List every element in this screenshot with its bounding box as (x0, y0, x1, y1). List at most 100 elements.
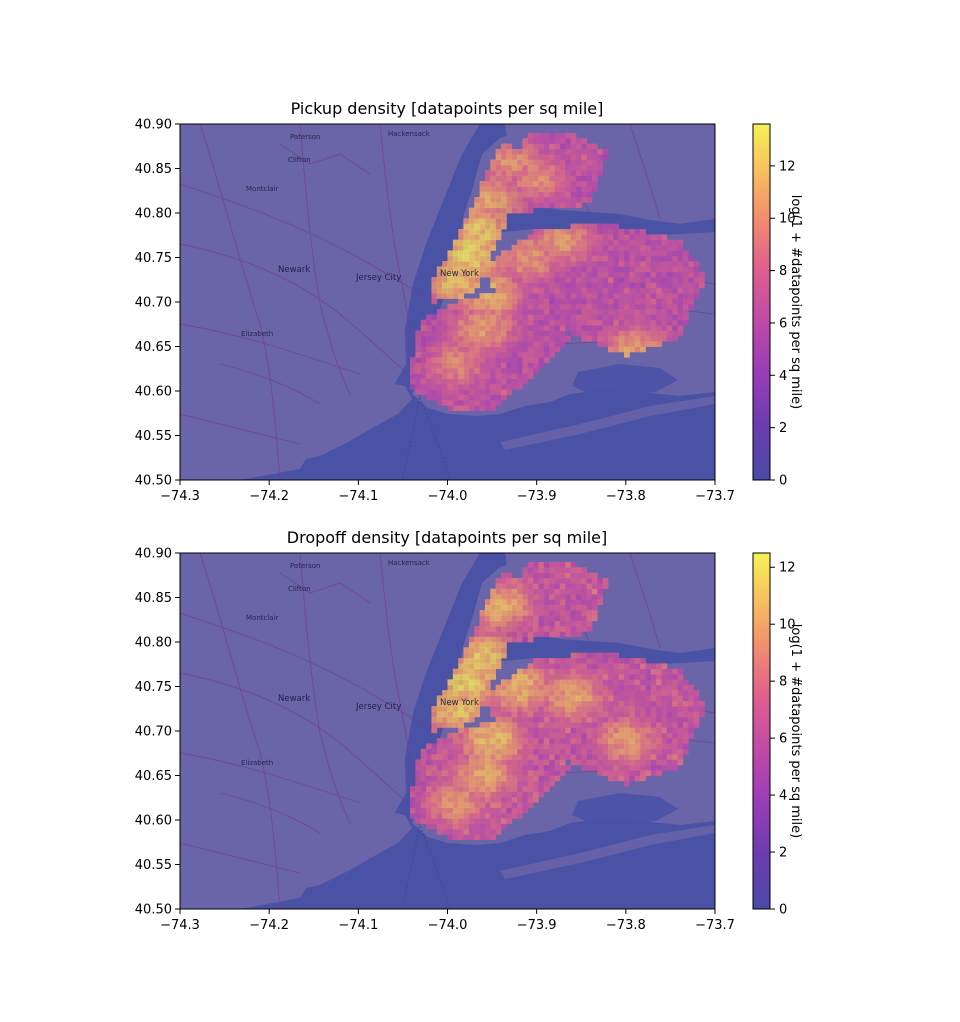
density-cell (538, 780, 545, 787)
density-cell (538, 679, 545, 686)
density-cell (511, 684, 518, 691)
density-cell (538, 282, 545, 289)
density-cell (565, 261, 571, 267)
density-cell (618, 261, 625, 267)
density-cell (511, 325, 518, 331)
density-cell (522, 346, 529, 353)
density-cell (517, 245, 523, 251)
density-cell (452, 405, 459, 411)
density-cell (543, 764, 550, 771)
density-cell (458, 319, 464, 326)
density-cell (613, 250, 620, 257)
density-cell (613, 668, 620, 675)
density-cell (522, 567, 529, 573)
density-cell (688, 266, 694, 273)
density-cell (549, 631, 555, 638)
density-cell (597, 325, 604, 331)
density-cell (565, 164, 571, 171)
density-cell (656, 335, 662, 342)
density-cell (645, 695, 652, 702)
density-cell (570, 743, 577, 750)
density-cell (597, 335, 604, 342)
density-cell (522, 599, 529, 606)
density-cell (554, 588, 561, 595)
density-cell (575, 572, 582, 579)
density-cell (533, 287, 539, 294)
density-cell (586, 577, 593, 584)
density-cell (656, 245, 662, 251)
density-cell (474, 812, 480, 819)
density-cell (682, 716, 689, 723)
density-cell (570, 196, 577, 203)
density-cell (554, 282, 561, 289)
density-cell (656, 319, 662, 326)
density-cell (506, 341, 513, 347)
density-cell (511, 812, 518, 819)
density-cell (490, 367, 497, 374)
density-cell (468, 298, 475, 305)
density-cell (468, 748, 475, 755)
density-cell (624, 234, 630, 241)
density-cell (479, 303, 486, 310)
density-cell (559, 711, 566, 718)
density-cell (618, 287, 625, 294)
density-cell (602, 271, 609, 278)
density-cell (559, 261, 566, 267)
density-cell (501, 818, 507, 824)
density-cell (565, 722, 571, 728)
density-cell (495, 599, 502, 606)
density-cell (549, 132, 555, 139)
density-cell (629, 700, 636, 707)
density-cell (527, 186, 534, 193)
density-cell (431, 764, 438, 771)
density-cell (506, 207, 513, 214)
density-cell (586, 164, 593, 171)
density-cell (495, 652, 502, 659)
density-cell (565, 229, 571, 235)
density-cell (522, 732, 529, 739)
density-cell (501, 791, 507, 798)
density-cell (650, 727, 657, 734)
density-cell (511, 303, 518, 310)
density-cell (640, 261, 646, 267)
density-cell (474, 636, 480, 643)
density-cell (522, 588, 529, 595)
density-cell (522, 695, 529, 702)
density-cell (484, 599, 491, 606)
density-cell (575, 732, 582, 739)
density-cell (597, 154, 604, 160)
density-cell (527, 674, 534, 680)
x-tick-label: −73.9 (517, 489, 557, 504)
density-cell (661, 330, 668, 337)
density-cell (688, 303, 694, 310)
density-cell (602, 722, 609, 728)
density-cell (447, 834, 454, 840)
density-cell (666, 679, 673, 686)
density-cell (682, 727, 689, 734)
colorbar-frame (752, 552, 771, 910)
x-tick-label: −73.9 (517, 918, 557, 933)
density-cell (613, 652, 620, 659)
density-cell (495, 812, 502, 819)
density-cell (543, 180, 550, 187)
density-cell (538, 229, 545, 235)
density-cell (543, 196, 550, 203)
density-cell (629, 330, 636, 337)
density-cell (468, 690, 475, 696)
density-cell (634, 695, 641, 702)
density-cell (410, 367, 416, 374)
density-cell (447, 341, 454, 347)
density-cell (527, 668, 534, 675)
density-cell (490, 770, 497, 776)
density-cell (543, 335, 550, 342)
density-cell (640, 293, 646, 299)
density-cell (586, 250, 593, 257)
density-cell (511, 362, 518, 369)
density-cell (410, 796, 416, 803)
density-cell (442, 706, 448, 712)
density-cell (629, 695, 636, 702)
density-cell (677, 743, 684, 750)
density-cell (527, 636, 534, 643)
density-cell (688, 287, 694, 294)
density-cell (468, 362, 475, 369)
